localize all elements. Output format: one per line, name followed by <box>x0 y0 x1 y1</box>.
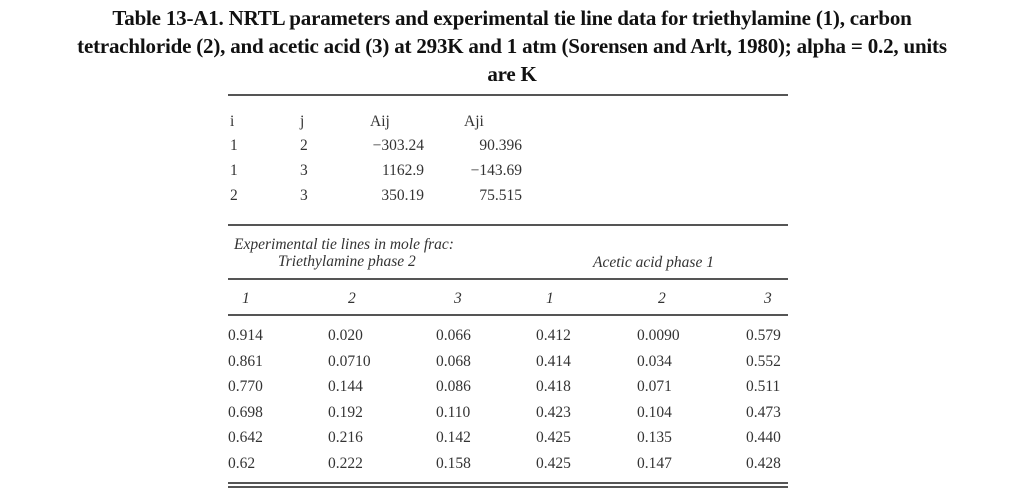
tieline-row-2-tea-x1: 0.861 <box>228 352 263 370</box>
col-header-bottom-rule <box>228 314 788 316</box>
tieline-row-5-tea-x3: 0.142 <box>436 429 471 446</box>
bottom-double-rule <box>228 482 788 488</box>
tieline-row-4-acid-x3: 0.473 <box>746 403 781 421</box>
tieline-row-6-tea-x3: 0.158 <box>436 454 471 472</box>
tieline-row-4-acid-x1: 0.423 <box>536 403 571 421</box>
nrtl-row-2-j: 3 <box>300 162 308 179</box>
nrtl-row-1-aji: 90.396 <box>479 137 522 154</box>
tieline-row-2-acid-x1: 0.414 <box>536 352 571 370</box>
tieline-row-3-acid-x1: 0.418 <box>536 378 571 395</box>
tieline-row-6-acid-x1: 0.425 <box>536 454 571 472</box>
tieline-row-1-acid-x2: 0.0090 <box>637 327 680 344</box>
tieline-row-6-acid-x3: 0.428 <box>746 454 781 472</box>
nrtl-row-3-aij: 350.19 <box>381 187 424 204</box>
nrtl-row-1-i: 1 <box>230 137 238 154</box>
nrtl-row-1-aij: −303.24 <box>372 137 424 154</box>
tieline-row-3-tea-x3: 0.086 <box>436 378 471 395</box>
header-j: j <box>300 113 305 130</box>
header-i: i <box>230 113 235 130</box>
tieline-row-4-tea-x3: 0.110 <box>436 403 471 421</box>
phase-left-label: Triethylamine phase 2 <box>278 253 416 270</box>
tieline-row-2-tea-x2: 0.0710 <box>328 352 371 370</box>
tieline-row-1-acid-x3: 0.579 <box>746 327 781 344</box>
tielines-title: Experimental tie lines in mole frac: <box>234 236 454 253</box>
tieline-row-5-acid-x1: 0.425 <box>536 429 571 446</box>
caption-line-2: tetrachloride (2), and acetic acid (3) a… <box>77 34 947 58</box>
caption-line-3: are K <box>487 62 537 86</box>
tieline-row-1-tea-x3: 0.066 <box>436 327 471 344</box>
col-header-left-3: 3 <box>454 290 462 307</box>
phase-right-label: Acetic acid phase 1 <box>593 254 714 271</box>
col-header-top-rule <box>228 278 788 280</box>
header-aij: Aij <box>370 113 390 130</box>
tieline-row-3-acid-x3: 0.511 <box>746 378 781 395</box>
nrtl-row-2-aji: −143.69 <box>470 162 522 179</box>
tieline-row-5-tea-x1: 0.642 <box>228 429 263 446</box>
nrtl-row-3-aji: 75.515 <box>479 187 522 204</box>
nrtl-row-3-j: 3 <box>300 187 308 204</box>
tieline-row-2-tea-x3: 0.068 <box>436 352 471 370</box>
section-rule <box>228 224 788 226</box>
tieline-row-2-acid-x3: 0.552 <box>746 352 781 370</box>
tieline-row-5-acid-x2: 0.135 <box>637 429 672 446</box>
col-header-right-3: 3 <box>764 290 772 307</box>
top-rule <box>228 94 788 96</box>
tieline-row-6-acid-x2: 0.147 <box>637 454 672 472</box>
nrtl-row-3-i: 2 <box>230 187 238 204</box>
tieline-row-3-acid-x2: 0.071 <box>637 378 672 395</box>
tieline-row-4-tea-x1: 0.698 <box>228 403 263 421</box>
tieline-row-5-tea-x2: 0.216 <box>328 429 363 446</box>
tieline-row-4-acid-x2: 0.104 <box>637 403 672 421</box>
caption-line-1: Table 13-A1. NRTL parameters and experim… <box>112 6 912 30</box>
col-header-right-1: 1 <box>546 290 554 307</box>
tieline-row-1-tea-x2: 0.020 <box>328 327 363 344</box>
tieline-row-2-acid-x2: 0.034 <box>637 352 672 370</box>
table-caption: Table 13-A1. NRTL parameters and experim… <box>0 4 1024 88</box>
nrtl-row-2-aij: 1162.9 <box>381 162 424 179</box>
tieline-row-1-acid-x1: 0.412 <box>536 327 571 344</box>
col-header-left-2: 2 <box>348 290 356 307</box>
tieline-row-6-tea-x2: 0.222 <box>328 454 363 472</box>
col-header-left-1: 1 <box>242 290 250 307</box>
tieline-row-5-acid-x3: 0.440 <box>746 429 781 446</box>
tieline-row-4-tea-x2: 0.192 <box>328 403 363 421</box>
tieline-row-1-tea-x1: 0.914 <box>228 327 263 344</box>
tieline-row-3-tea-x2: 0.144 <box>328 378 363 395</box>
header-aji: Aji <box>464 113 484 130</box>
nrtl-row-2-i: 1 <box>230 162 238 179</box>
tieline-row-3-tea-x1: 0.770 <box>228 378 263 395</box>
tieline-row-6-tea-x1: 0.62 <box>228 454 256 472</box>
col-header-right-2: 2 <box>658 290 666 307</box>
nrtl-row-1-j: 2 <box>300 137 308 154</box>
